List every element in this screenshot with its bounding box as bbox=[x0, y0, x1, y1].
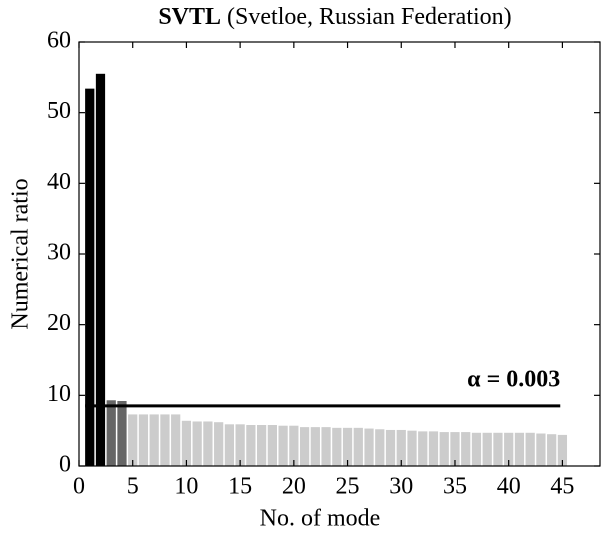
bar bbox=[106, 400, 116, 466]
threshold-label: α = 0.003 bbox=[467, 366, 560, 392]
chart-title: SVTL (Svetloe, Russian Federation) bbox=[158, 4, 511, 30]
bar bbox=[192, 421, 202, 466]
y-tick-label: 40 bbox=[47, 169, 71, 195]
bar bbox=[536, 433, 546, 466]
y-tick-label: 20 bbox=[47, 310, 71, 336]
bar bbox=[289, 425, 299, 466]
plot-frame bbox=[78, 41, 601, 467]
bar bbox=[95, 73, 106, 467]
bar bbox=[557, 434, 568, 466]
x-axis-label: No. of mode bbox=[260, 506, 381, 532]
y-tick-label: 10 bbox=[47, 381, 71, 407]
x-tick-label: 30 bbox=[389, 474, 413, 500]
bar bbox=[171, 414, 181, 466]
bar bbox=[471, 432, 482, 466]
bar bbox=[482, 432, 492, 466]
bar bbox=[428, 431, 439, 466]
bar bbox=[450, 432, 460, 466]
bar bbox=[396, 429, 406, 466]
bar bbox=[160, 414, 170, 466]
x-tick-label: 0 bbox=[73, 474, 85, 500]
bar bbox=[353, 427, 363, 466]
bar bbox=[461, 432, 471, 466]
bar bbox=[332, 427, 342, 466]
x-tick-label: 10 bbox=[174, 474, 198, 500]
y-tick-label: 50 bbox=[47, 98, 71, 124]
bar bbox=[385, 429, 396, 466]
y-axis-label: Numerical ratio bbox=[8, 178, 34, 329]
bar bbox=[375, 429, 385, 466]
x-tick-label: 15 bbox=[228, 474, 252, 500]
bar bbox=[278, 425, 288, 466]
bar bbox=[504, 432, 514, 466]
y-tick-label: 60 bbox=[47, 28, 71, 54]
bar bbox=[224, 424, 235, 466]
x-tick-label: 20 bbox=[282, 474, 306, 500]
y-tick-label: 30 bbox=[47, 240, 71, 266]
bar bbox=[525, 432, 535, 466]
bar bbox=[321, 427, 331, 466]
bar bbox=[214, 422, 224, 466]
y-tick-label: 0 bbox=[59, 452, 71, 478]
bar bbox=[342, 427, 353, 466]
bar bbox=[128, 414, 138, 466]
bar bbox=[493, 432, 503, 466]
x-tick-label: 35 bbox=[443, 474, 467, 500]
bar bbox=[246, 425, 256, 466]
bar bbox=[418, 431, 428, 466]
x-tick-label: 45 bbox=[550, 474, 574, 500]
bar bbox=[138, 414, 149, 466]
bar bbox=[203, 421, 213, 466]
title-bold: SVTL bbox=[158, 4, 221, 30]
bar bbox=[364, 428, 374, 466]
bar bbox=[267, 425, 277, 466]
bar bbox=[85, 88, 95, 466]
bar bbox=[514, 432, 525, 466]
bar bbox=[547, 434, 557, 466]
bar bbox=[149, 414, 159, 466]
title-rest: (Svetloe, Russian Federation) bbox=[227, 4, 512, 30]
bar bbox=[235, 424, 245, 466]
bar bbox=[407, 430, 417, 466]
bar bbox=[256, 425, 267, 466]
x-tick-label: 40 bbox=[497, 474, 521, 500]
bar bbox=[299, 427, 310, 466]
bar bbox=[117, 400, 127, 466]
bar bbox=[310, 427, 320, 466]
x-tick-label: 5 bbox=[127, 474, 139, 500]
x-tick-label: 25 bbox=[336, 474, 360, 500]
bar bbox=[439, 432, 449, 466]
bar bbox=[181, 420, 192, 466]
